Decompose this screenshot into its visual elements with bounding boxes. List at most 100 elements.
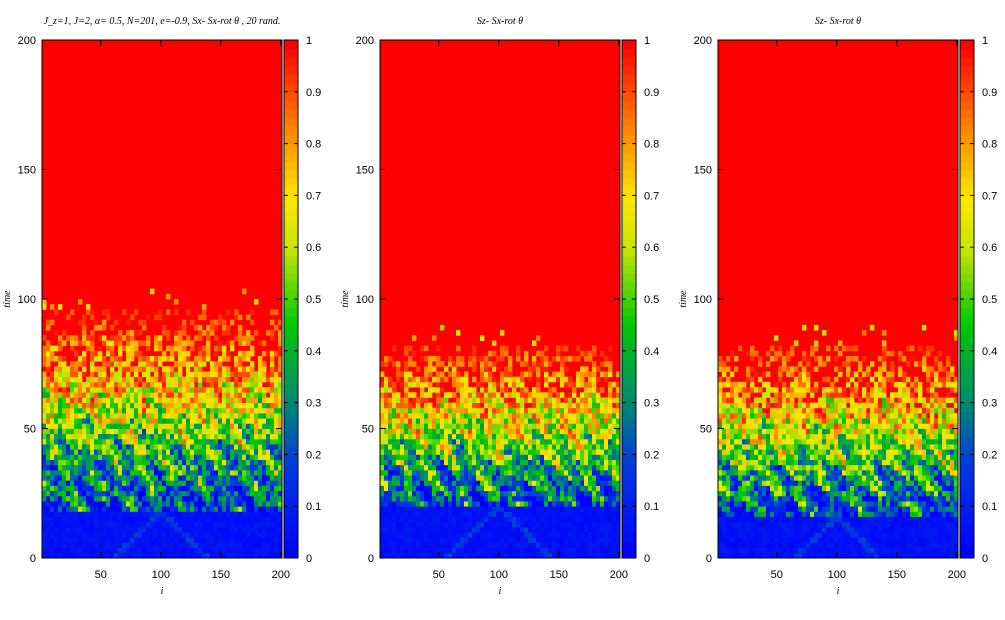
heatmap-cell (50, 526, 55, 533)
heatmap-cell (222, 485, 227, 492)
heatmap-cell (580, 433, 585, 440)
heatmap-cell (142, 412, 147, 419)
heatmap-cell (170, 516, 175, 523)
heatmap-cell (532, 506, 537, 512)
heatmap-cell (616, 387, 621, 393)
heatmap-cell (424, 501, 429, 507)
heatmap-cell (270, 501, 275, 507)
heatmap-cell (424, 407, 429, 414)
heatmap-cell (266, 547, 271, 554)
heatmap-cell (524, 469, 529, 476)
heatmap-cell (448, 516, 453, 523)
heatmap-cell (428, 552, 433, 559)
heatmap-cell (536, 547, 541, 554)
heatmap-cell (436, 495, 441, 502)
heatmap-cell (158, 542, 163, 549)
heatmap-cell (182, 319, 187, 326)
heatmap-cell (488, 469, 493, 476)
heatmap-cell (138, 475, 143, 481)
heatmap-cell (552, 532, 557, 538)
heatmap-cell (254, 454, 259, 460)
heatmap-cell (274, 469, 279, 476)
heatmap-cell (94, 480, 99, 486)
heatmap-cell (170, 449, 175, 455)
heatmap-cell (106, 361, 111, 367)
heatmap-cell (404, 526, 409, 533)
heatmap-cell (254, 547, 259, 554)
heatmap-cell (230, 511, 235, 517)
heatmap-cell (432, 485, 437, 492)
heatmap-cell (242, 516, 247, 523)
heatmap-cell (500, 537, 505, 543)
heatmap-cell (444, 423, 449, 429)
heatmap-cell (552, 469, 557, 476)
heatmap-cell (154, 547, 159, 554)
heatmap-cell (150, 433, 155, 440)
heatmap-cell (496, 449, 501, 455)
heatmap-cell (42, 511, 47, 517)
heatmap-cell (154, 376, 159, 383)
heatmap-cell (78, 490, 83, 497)
heatmap-cell (576, 412, 581, 419)
heatmap-cell (436, 542, 441, 549)
heatmap-cell (548, 423, 553, 429)
heatmap-cell (568, 397, 573, 403)
heatmap-cell (508, 454, 513, 460)
heatmap-cell (186, 501, 191, 507)
heatmap-cell (428, 371, 433, 378)
heatmap-cell (258, 464, 263, 471)
heatmap-cell (388, 381, 393, 388)
heatmap-cell (186, 376, 191, 383)
heatmap-cell (162, 511, 167, 517)
heatmap-cell (54, 526, 59, 533)
heatmap-cell (114, 490, 119, 497)
heatmap-cell (552, 516, 557, 523)
heatmap-cell (560, 464, 565, 471)
heatmap-cell (126, 412, 131, 419)
heatmap-cell (464, 532, 469, 538)
heatmap-cell (86, 485, 91, 492)
heatmap-cell (472, 552, 477, 559)
heatmap-cell (396, 547, 401, 554)
heatmap-cell (572, 459, 577, 466)
heatmap-cell (420, 469, 425, 476)
heatmap-cell (78, 454, 83, 460)
heatmap-cell (170, 418, 175, 424)
heatmap-cell (524, 552, 529, 559)
heatmap-cell (388, 469, 393, 476)
heatmap-cell (214, 454, 219, 460)
heatmap-cell (134, 537, 139, 543)
heatmap-cell (460, 501, 465, 507)
heatmap-cell (170, 355, 175, 362)
heatmap-cell (194, 324, 199, 331)
heatmap-cell (488, 418, 493, 424)
heatmap-cell (118, 526, 123, 533)
heatmap-cell (476, 438, 481, 445)
heatmap-cell (178, 480, 183, 486)
heatmap-cell (532, 501, 537, 507)
heatmap-cell (476, 501, 481, 507)
heatmap-cell (74, 552, 79, 559)
heatmap-cell (396, 428, 401, 435)
heatmap-cell (162, 490, 167, 497)
heatmap-cell (218, 501, 223, 507)
heatmap-cell (54, 532, 59, 538)
heatmap-cell (548, 537, 553, 543)
heatmap-cell (726, 537, 731, 543)
heatmap-cell (560, 490, 565, 497)
colorbar-tick-label: 0.9 (644, 87, 659, 99)
heatmap-cell (230, 433, 235, 440)
heatmap-cell (106, 402, 111, 409)
heatmap-cell (226, 366, 231, 372)
heatmap-cell (408, 542, 413, 549)
heatmap-cell (150, 480, 155, 486)
heatmap-cell (206, 407, 211, 414)
heatmap-cell (588, 355, 593, 362)
heatmap-cell (512, 547, 517, 554)
heatmap-cell (456, 459, 461, 466)
heatmap-cell (902, 552, 907, 559)
heatmap-cell (504, 392, 509, 398)
heatmap-cell (424, 418, 429, 424)
heatmap-cell (380, 428, 385, 435)
heatmap-cell (616, 438, 621, 445)
